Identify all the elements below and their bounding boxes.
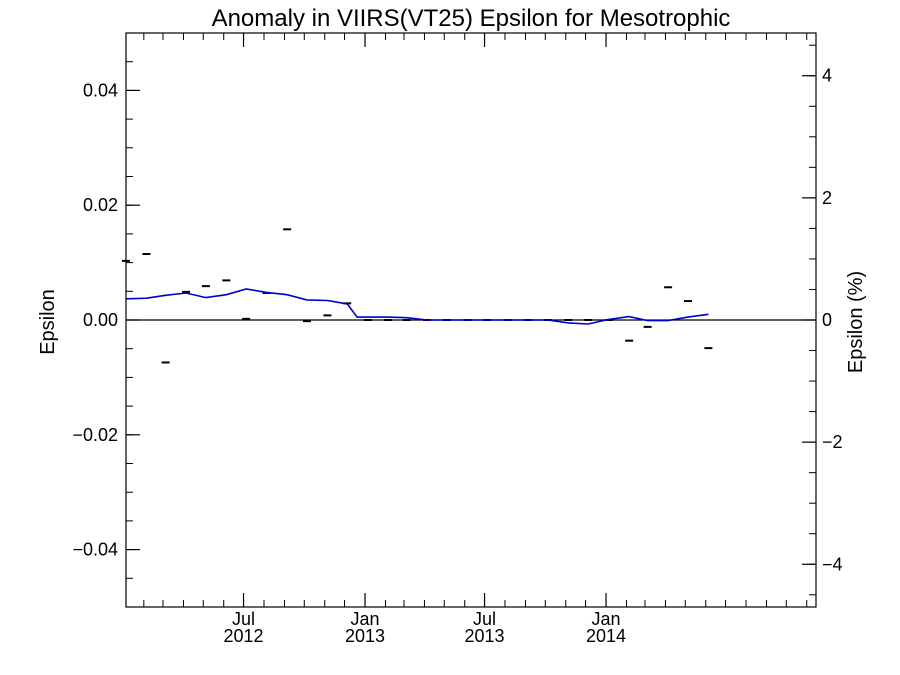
- axis-ticks: 0.040.020.00−0.02−0.04420−2−4Jul2012Jan2…: [72, 32, 843, 646]
- series-line-anomaly: [125, 288, 709, 325]
- y-tick-label-right: 0: [822, 310, 832, 330]
- y-tick-label-left: 0.04: [83, 80, 118, 100]
- plot-frame: [125, 32, 817, 608]
- chart-title: Anomaly in VIIRS(VT25) Epsilon for Mesot…: [212, 5, 731, 32]
- y-tick-label-right: −2: [822, 432, 843, 452]
- y-tick-label-right: 4: [822, 66, 832, 86]
- y-tick-label-left: 0.00: [83, 310, 118, 330]
- plot-data: [122, 228, 816, 364]
- y-tick-label-left: −0.04: [72, 540, 118, 560]
- x-tick-label-year: 2013: [465, 626, 505, 646]
- x-tick-label-month: Jul: [473, 609, 496, 629]
- y-tick-label-left: 0.02: [83, 195, 118, 215]
- x-tick-label-year: 2014: [586, 626, 626, 646]
- y-axis-label-left: Epsilon: [37, 289, 59, 355]
- y-tick-label-left: −0.02: [72, 425, 118, 445]
- x-tick-label-month: Jan: [592, 609, 621, 629]
- y-tick-label-right: −4: [822, 554, 843, 574]
- x-tick-label-month: Jan: [351, 609, 380, 629]
- y-axis-label-right: Epsilon (%): [845, 271, 867, 373]
- y-tick-label-right: 2: [822, 188, 832, 208]
- x-tick-label-year: 2012: [224, 626, 264, 646]
- x-tick-label-year: 2013: [345, 626, 385, 646]
- x-tick-label-month: Jul: [232, 609, 255, 629]
